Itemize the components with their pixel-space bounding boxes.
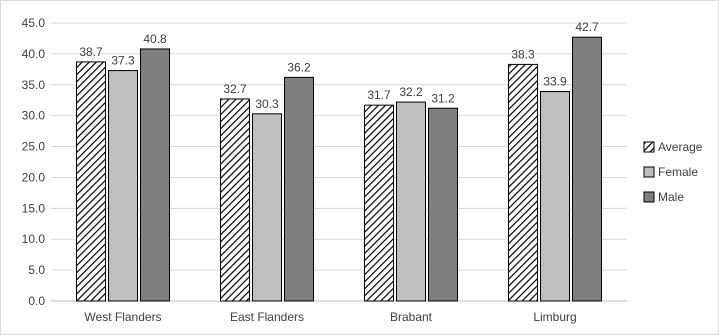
bars	[76, 36, 602, 302]
bar-average	[508, 63, 538, 302]
y-axis: 0.0 5.0 10.0 15.0 20.0 25.0 30.0 35.0 40.0 45.0	[22, 16, 46, 308]
category-label: Limburg	[533, 310, 576, 324]
data-label: 36.2	[287, 60, 311, 74]
legend-swatch	[643, 141, 655, 153]
y-tick-label: 20.0	[22, 170, 46, 184]
bar-female	[396, 101, 426, 302]
y-tick-label: 35.0	[22, 78, 46, 92]
y-tick-label: 45.0	[22, 16, 46, 30]
bar-average	[76, 61, 106, 302]
bar-average	[364, 104, 394, 302]
legend: Average Female Male	[643, 140, 703, 204]
data-label: 30.3	[255, 97, 279, 111]
data-label: 31.2	[431, 91, 455, 105]
data-label: 32.2	[399, 85, 423, 99]
legend-label: Female	[658, 165, 698, 179]
data-label: 42.7	[575, 20, 599, 34]
category-label: West Flanders	[84, 310, 161, 324]
legend-swatch	[643, 166, 655, 178]
data-label: 31.7	[367, 88, 391, 102]
y-tick-label: 0.0	[28, 294, 45, 308]
legend-item-female: Female	[643, 165, 698, 179]
y-tick-label: 10.0	[22, 232, 46, 246]
data-label: 33.9	[543, 75, 567, 89]
legend-label: Average	[658, 140, 703, 154]
y-tick-label: 30.0	[22, 109, 46, 123]
data-label: 38.7	[79, 45, 103, 59]
bar-female	[252, 113, 282, 302]
data-label: 37.3	[111, 54, 135, 68]
bar-female	[540, 91, 570, 302]
data-label: 32.7	[223, 82, 247, 96]
legend-label: Male	[658, 190, 684, 204]
bar-male	[284, 76, 314, 302]
y-tick-label: 5.0	[28, 263, 45, 277]
legend-item-male: Male	[643, 190, 684, 204]
legend-item-average: Average	[643, 140, 703, 154]
bar-male	[428, 107, 458, 302]
x-axis: West Flanders East Flanders Brabant Limburg	[84, 310, 576, 324]
bar-female	[108, 70, 138, 302]
y-tick-label: 25.0	[22, 140, 46, 154]
y-tick-label: 40.0	[22, 47, 46, 61]
bar-male	[140, 48, 170, 302]
data-label: 38.3	[511, 47, 535, 61]
bar-male	[572, 36, 602, 302]
data-labels: 38.7 37.3 40.8 32.7 30.3 36.2 31.7 32.2 31.2 38.3…	[79, 20, 599, 111]
y-tick-label: 15.0	[22, 201, 46, 215]
bar-average	[220, 98, 250, 302]
category-label: Brabant	[390, 310, 433, 324]
data-label: 40.8	[143, 32, 167, 46]
legend-swatch	[643, 191, 655, 203]
category-label: East Flanders	[230, 310, 304, 324]
